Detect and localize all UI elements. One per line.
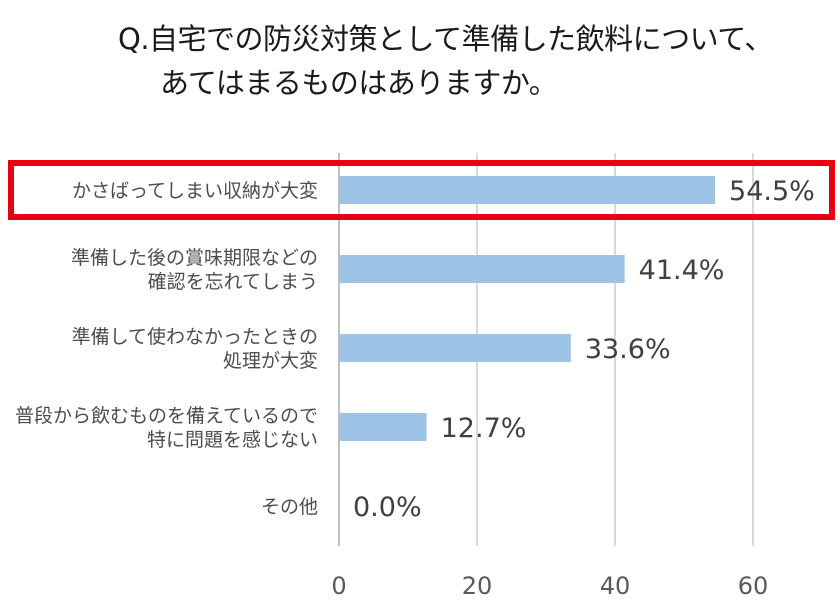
data-label: 0.0% (353, 492, 422, 523)
x-tick-label: 40 (600, 572, 631, 600)
highlight-frame (8, 160, 835, 220)
category-label: 特に問題を感じない (147, 429, 318, 451)
title-line-1: Q.自宅での防災対策として準備した飲料について、 (118, 22, 773, 56)
data-label: 54.5% (729, 176, 815, 207)
data-label: 33.6% (585, 334, 671, 365)
x-tick-label: 60 (738, 572, 769, 600)
category-label: 処理が大変 (223, 350, 318, 372)
category-label: 確認を忘れてしまう (148, 271, 318, 293)
x-tick-label: 20 (462, 572, 493, 600)
category-label: 準備した後の賞味期限などの (71, 247, 318, 269)
x-tick-label: 0 (331, 572, 346, 600)
category-label: 準備して使わなかったときの (72, 326, 318, 348)
data-label: 12.7% (441, 413, 527, 444)
title-line-2: あてはまるものはありますか。 (160, 66, 558, 100)
data-label: 41.4% (639, 255, 725, 286)
category-label: 普段から飲むものを備えているので (15, 405, 318, 427)
bar (339, 334, 571, 362)
category-label: かさばってしまい収納が大変 (72, 180, 318, 202)
category-label: その他 (261, 496, 318, 518)
bar (339, 176, 716, 204)
bar (339, 413, 427, 441)
bar (339, 255, 625, 283)
